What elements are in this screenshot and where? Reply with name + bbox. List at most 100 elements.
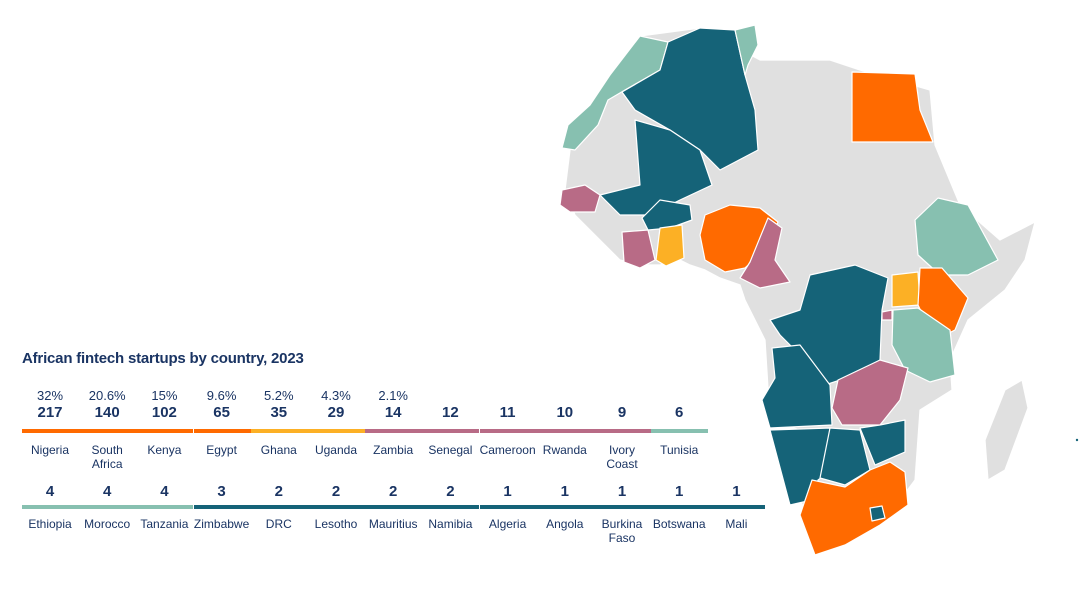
value-label: 1 (503, 483, 512, 500)
country-name-line: Faso (608, 531, 636, 545)
tier-bar (308, 429, 365, 433)
value-label: 3 (217, 483, 226, 500)
value-label: 102 (151, 404, 177, 421)
value-label: 2 (274, 483, 283, 500)
country-name-line: Mali (725, 517, 748, 531)
value-label: 65 (213, 404, 230, 421)
legend-item-lesotho: 2 Lesotho (308, 482, 365, 531)
tier-bar (136, 505, 194, 509)
legend-item-namibia: 2 Namibia (422, 482, 480, 531)
tier-bar (308, 505, 365, 509)
share-label: 9.6% (206, 388, 237, 403)
tier-bar (651, 505, 709, 509)
map-country-rwanda (881, 309, 893, 321)
tier-bar (708, 505, 766, 509)
legend-item-cameroon: 11 Cameroon (479, 388, 537, 457)
country-name: Cameroon (480, 443, 536, 457)
country-name-line: Botswana (652, 517, 706, 531)
map-country-senegal (559, 184, 601, 213)
country-name-line: Algeria (488, 517, 527, 531)
country-name-line: Ghana (260, 443, 297, 457)
country-name-line: Lesotho (314, 517, 358, 531)
tier-bar (193, 429, 251, 433)
map-country-ivory-coast (621, 229, 656, 269)
country-name: Botswana (651, 517, 707, 531)
country-name: Angola (537, 517, 593, 531)
country-name: DRC (251, 517, 307, 531)
country-name: Tanzania (136, 517, 192, 531)
tier-bar (479, 429, 537, 433)
country-name: Senegal (422, 443, 478, 457)
share-label: 20.6% (88, 388, 126, 403)
legend-row-1: 32% 217 Nigeria 20.6% 140 South Africa 15% 102 Ke… (22, 388, 762, 478)
tier-bar (250, 505, 308, 509)
legend-item-egypt: 9.6% 65 Egypt (193, 388, 251, 457)
map-country-angola (761, 344, 833, 429)
map-country-tanzania (891, 307, 956, 383)
country-name-line: Senegal (428, 443, 473, 457)
country-name: Burkina Faso (594, 517, 650, 545)
country-name: Tunisia (651, 443, 707, 457)
country-name-line: Ethiopia (28, 517, 72, 531)
share-label: 4.3% (321, 388, 351, 403)
tier-bar (479, 505, 537, 509)
share-label: 5.2% (263, 388, 294, 403)
country-name-line: Coast (606, 457, 638, 471)
value-label: 14 (384, 404, 402, 421)
tier-bar (136, 429, 194, 433)
country-name: Uganda (308, 443, 364, 457)
legend-item-uganda: 4.3% 29 Uganda (308, 388, 365, 457)
legend-item-nigeria: 32% 217 Nigeria (22, 388, 79, 457)
map-country-morocco (561, 35, 669, 151)
tier-bar (22, 429, 79, 433)
value-label: 1 (675, 483, 684, 500)
value-label: 1 (732, 483, 741, 500)
map-country-botswana (819, 427, 871, 486)
map-country-ghana (655, 224, 685, 267)
map-country-tunisia (734, 24, 759, 76)
country-name: Nigeria (22, 443, 78, 457)
country-name-line: Morocco (84, 517, 131, 531)
map-country-zimbabwe (859, 419, 906, 466)
country-name-line: Uganda (314, 443, 358, 457)
legend-item-ghana: 5.2% 35 Ghana (250, 388, 308, 457)
legend-item-burkina-faso: 1 Burkina Faso (594, 482, 651, 545)
value-label: 10 (556, 404, 574, 421)
tier-bar (193, 505, 251, 509)
country-name: South Africa (79, 443, 135, 471)
legend-item-mali: 1 Mali (708, 482, 766, 531)
map-country-uganda (891, 271, 921, 308)
country-name-line: Zimbabwe (193, 517, 250, 531)
tier-bar (79, 429, 137, 433)
value-label: 2 (331, 483, 341, 500)
country-name: Lesotho (308, 517, 364, 531)
tier-bar (365, 505, 423, 509)
legend-item-ivory-coast: 9 Ivory Coast (594, 388, 651, 471)
country-name-line: Angola (546, 517, 584, 531)
share-label: 32% (36, 388, 64, 403)
country-name-line: DRC (265, 517, 292, 531)
value-label: 4 (103, 483, 112, 500)
value-label: 4 (45, 483, 55, 500)
country-name: Mauritius (365, 517, 421, 531)
country-name: Zimbabwe (194, 517, 250, 531)
country-name-line: Africa (91, 457, 123, 471)
chart-title: African fintech startups by country, 202… (22, 350, 304, 367)
legend-item-angola: 1 Angola (536, 482, 594, 531)
map-country-ethiopia (914, 197, 999, 276)
legend-item-tunisia: 6 Tunisia (651, 388, 709, 457)
map-country-lesotho (869, 505, 886, 522)
tier-bar (536, 429, 594, 433)
tier-bar (365, 429, 423, 433)
legend-item-senegal: 12 Senegal (422, 388, 480, 457)
country-name-line: Namibia (428, 517, 473, 531)
country-name-line: Ivory (608, 443, 635, 457)
country-name: Algeria (480, 517, 536, 531)
country-name-line: Cameroon (479, 443, 536, 457)
value-label: 9 (617, 404, 627, 421)
legend-item-tanzania: 4 Tanzania (136, 482, 194, 531)
legend-item-rwanda: 10 Rwanda (536, 388, 594, 457)
value-label: 140 (94, 404, 120, 421)
tier-bar (536, 505, 594, 509)
value-label: 11 (499, 404, 516, 421)
